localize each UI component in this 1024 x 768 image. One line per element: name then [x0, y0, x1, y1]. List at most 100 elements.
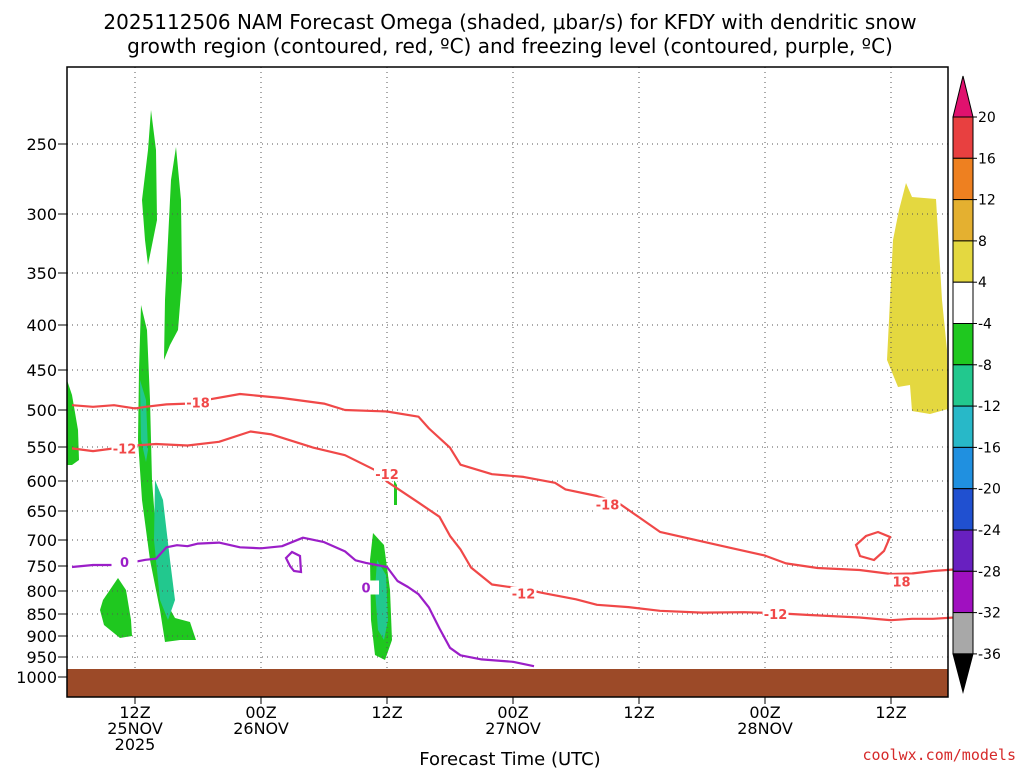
y-tick-label-900: 900	[26, 627, 57, 646]
y-tick-label-650: 650	[26, 502, 57, 521]
freezing-label-2: 0	[361, 582, 370, 597]
x-tick-label-54-1: 12Z	[623, 703, 654, 722]
dgz-minus12-label-4: -12	[764, 608, 788, 623]
colorbar-label-1: 16	[978, 151, 996, 167]
colorbar-segment-10	[952, 488, 974, 531]
y-tick-label-850: 850	[26, 605, 57, 624]
dgz-minus18-label-3: 18	[892, 576, 910, 591]
dgz-minus18-line	[71, 392, 955, 576]
colorbar-top-arrow	[952, 75, 974, 118]
x-tick-label-66-1: 00Z	[749, 703, 780, 722]
dgz-minus12-label-2: -12	[375, 468, 399, 483]
freezing-level-line	[71, 536, 535, 668]
ground-layer	[67, 669, 948, 697]
chart-title-line2: growth region (contoured, red, ºC) and f…	[127, 34, 893, 58]
grid	[67, 67, 948, 697]
omega-blob-positive	[887, 183, 948, 414]
colorbar-segment-8	[952, 405, 974, 448]
dgz-minus12-label-3-bg	[510, 586, 537, 601]
omega-blob-left-edge	[67, 380, 79, 465]
colorbar-label-10: -24	[978, 523, 1001, 539]
colorbar-segment-1	[952, 116, 974, 159]
colorbar-label-8: -16	[978, 440, 1001, 456]
dgz-minus18-label-2-bg	[594, 497, 621, 512]
colorbar-label-12: -32	[978, 606, 1001, 622]
omega-blob-h9-upper	[164, 147, 182, 360]
y-tick-label-350: 350	[26, 264, 57, 283]
x-tick-label-42-2: 27NOV	[485, 719, 541, 738]
x-tick-label-18-2: 26NOV	[233, 719, 289, 738]
y-tick-label-1000: 1000	[16, 668, 57, 687]
y-tick-label-950: 950	[26, 648, 57, 667]
plot-area: -18 -18 18 -12 -12 -12 -12 0 0	[66, 66, 955, 698]
colorbar-label-9: -20	[978, 482, 1001, 498]
colorbar-label-7: -12	[978, 399, 1001, 415]
colorbar-label-2: 12	[978, 193, 996, 209]
colorbar-segment-12	[952, 570, 974, 614]
freezing-label-1: 0	[120, 556, 129, 571]
colorbar-label-3: 8	[978, 234, 987, 250]
dgz-minus18-label-1-bg	[185, 395, 211, 410]
contours: -18 -18 18 -12 -12 -12 -12 0 0	[71, 392, 955, 668]
omega-blob-h7-upper	[142, 110, 157, 265]
x-tick-label-6-1: 12Z	[119, 703, 150, 722]
y-axis: 250 300 350 400 450 500 550 600 650 700 750 800 850 9…	[16, 135, 67, 687]
colorbar-segment-4	[952, 240, 974, 283]
y-tick-label-250: 250	[26, 135, 57, 154]
omega-blob-h7-main	[138, 305, 196, 642]
dgz-minus12-label-2-bg	[374, 466, 400, 481]
y-tick-label-450: 450	[26, 361, 57, 380]
y-tick-label-750: 750	[26, 557, 57, 576]
x-tick-label-6-2: 25NOV	[107, 719, 163, 738]
x-tick-label-18-1: 00Z	[245, 703, 276, 722]
dgz-minus12-label-3: -12	[512, 588, 536, 603]
colorbar-label-11: -28	[978, 564, 1001, 580]
colorbar-segment-9	[952, 446, 974, 490]
colorbar-label-6: -8	[978, 358, 992, 374]
plot-frame	[66, 66, 949, 698]
x-tick-label-6-3: 2025	[115, 735, 156, 754]
colorbar-label-5: -4	[978, 317, 992, 333]
dgz-minus18-label-3-bg	[888, 574, 915, 589]
freezing-level-loop	[284, 550, 303, 574]
x-tick-label-78-1: 12Z	[875, 703, 906, 722]
colorbar-segment-2	[952, 157, 974, 201]
x-axis-label: Forecast Time (UTC)	[419, 749, 600, 768]
colorbar-segment-13	[952, 612, 974, 655]
colorbar-segment-6	[952, 323, 974, 366]
omega-shading	[67, 110, 948, 660]
dgz-minus18-loop	[854, 530, 892, 562]
omega-teal-h7	[140, 380, 148, 462]
y-tick-label-300: 300	[26, 205, 57, 224]
y-tick-label-400: 400	[26, 316, 57, 335]
colorbar-bottom-arrow	[952, 653, 974, 694]
dgz-minus18-label-2: -18	[596, 499, 620, 514]
dgz-minus18-label-1: -18	[186, 397, 210, 412]
omega-teal-h30	[375, 560, 388, 640]
colorbar-label-4: 4	[978, 275, 987, 291]
colorbar-segment-11	[952, 529, 974, 572]
colorbar: 20 16 12 8 4 -4 -8 -12 -16 -20 -24 -28 -32 -36	[952, 75, 1001, 694]
y-tick-label-500: 500	[26, 401, 57, 420]
plot-background	[67, 67, 948, 697]
y-tick-label-700: 700	[26, 531, 57, 550]
dgz-minus12-line	[71, 430, 955, 622]
dgz-minus12-label-1-bg	[111, 441, 138, 456]
y-tick-label-550: 550	[26, 438, 57, 457]
y-tick-label-600: 600	[26, 472, 57, 491]
x-tick-label-66-2: 28NOV	[737, 719, 793, 738]
x-tick-label-42-1: 00Z	[497, 703, 528, 722]
freezing-label-2-bg	[353, 580, 379, 595]
colorbar-label-0: 20	[978, 110, 996, 126]
freezing-label-1-bg	[111, 554, 138, 569]
dgz-minus12-label-1: -12	[113, 443, 137, 458]
credit-text: coolwx.com/models	[862, 746, 1016, 764]
x-tick-label-30-1: 12Z	[371, 703, 402, 722]
colorbar-segment-5	[952, 281, 974, 325]
colorbar-label-13: -36	[978, 647, 1001, 663]
omega-blob-h3	[100, 578, 132, 638]
chart-title-line1: 2025112506 NAM Forecast Omega (shaded, μ…	[103, 10, 916, 34]
colorbar-segment-3	[952, 199, 974, 242]
